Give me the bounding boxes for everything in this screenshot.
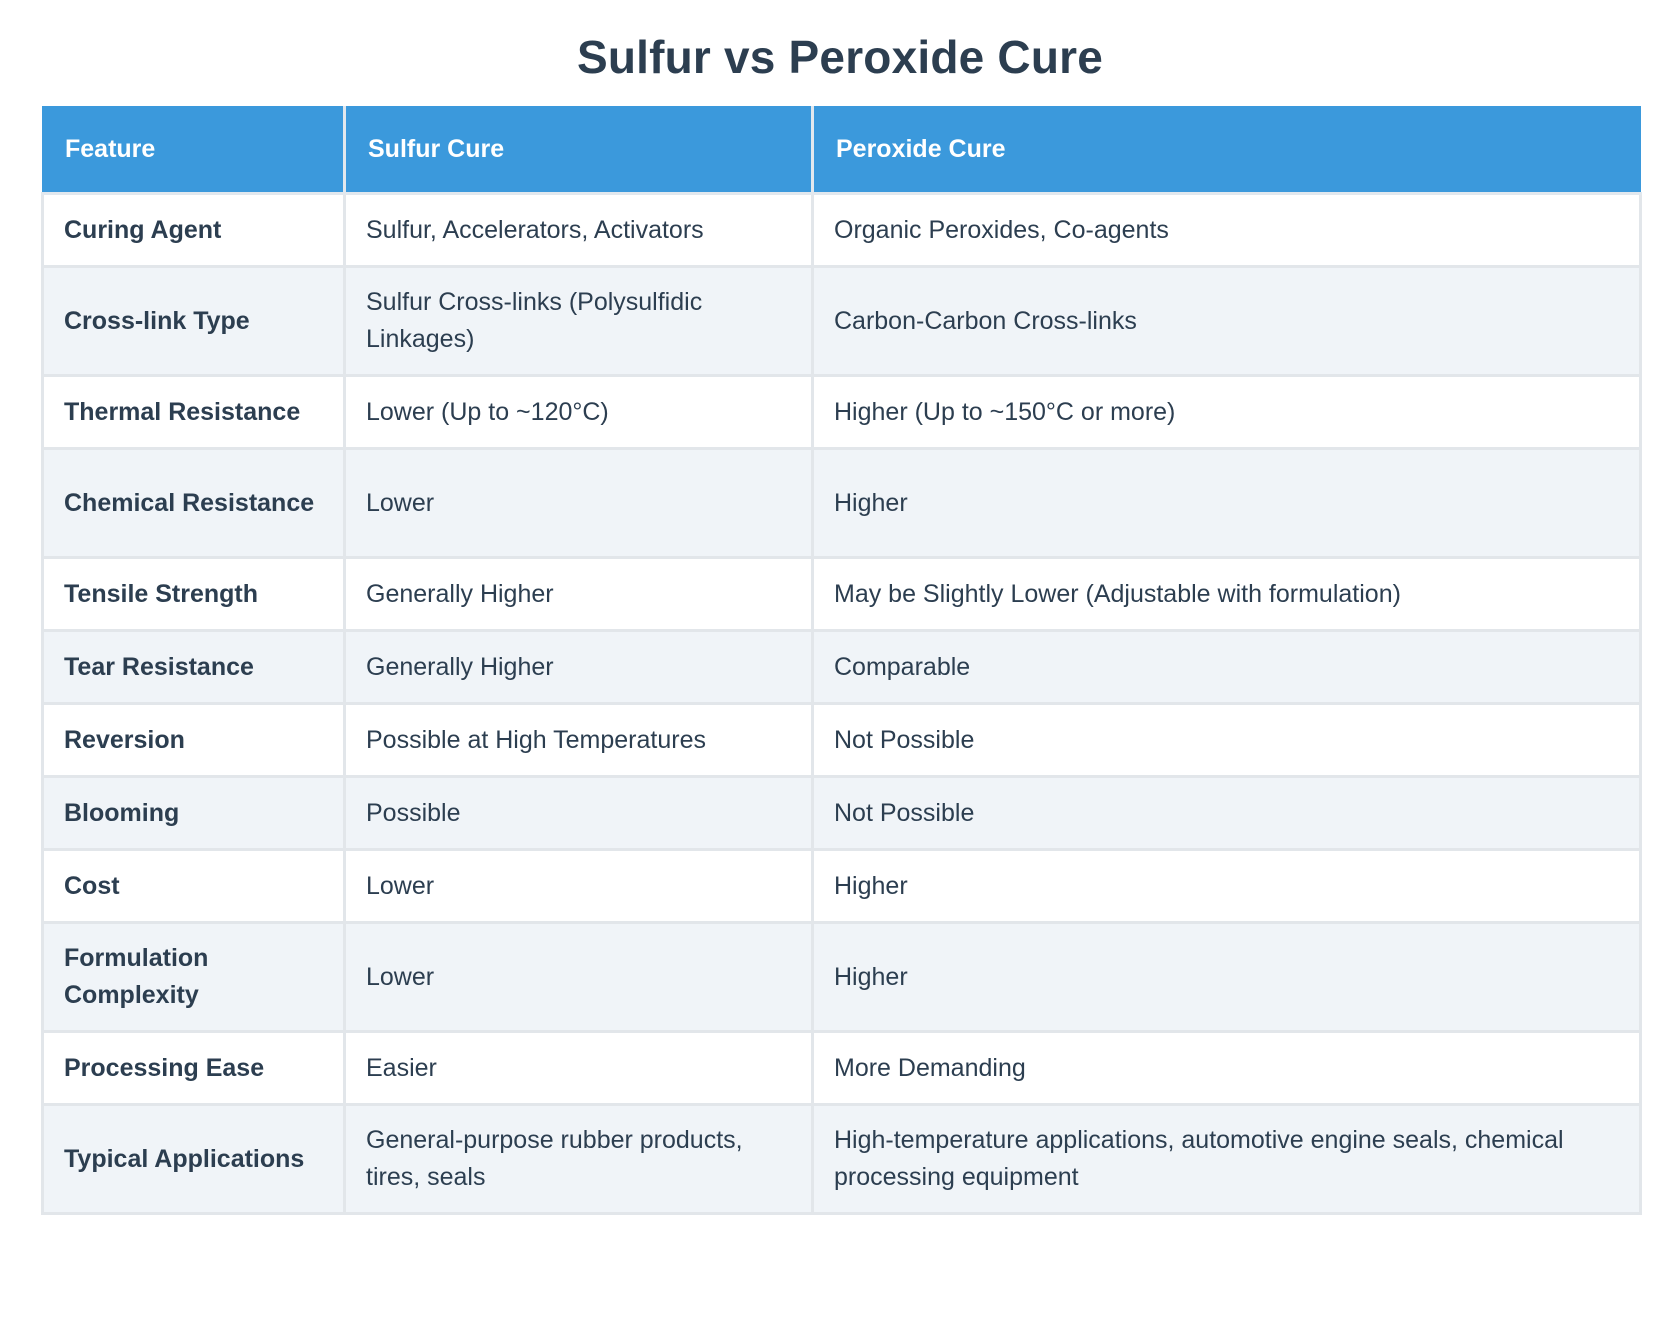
table-row: Cross-link Type Sulfur Cross-links (Poly… <box>41 265 1642 377</box>
sulfur-cell: General-purpose rubber products, tires, … <box>343 1103 814 1215</box>
peroxide-cell: Not Possible <box>811 702 1642 778</box>
feature-cell: Chemical Resistance <box>41 447 346 559</box>
feature-cell: Blooming <box>41 775 346 851</box>
column-header-feature: Feature <box>42 106 346 195</box>
peroxide-cell: Organic Peroxides, Co-agents <box>811 192 1642 268</box>
sulfur-cell: Sulfur Cross-links (Polysulfidic Linkage… <box>343 265 814 377</box>
peroxide-cell: High-temperature applications, automotiv… <box>811 1103 1642 1215</box>
sulfur-cell: Lower (Up to ~120°C) <box>343 374 814 450</box>
table-row: Reversion Possible at High Temperatures … <box>41 702 1642 778</box>
column-header-peroxide-cure: Peroxide Cure <box>811 106 1641 195</box>
comparison-table: Feature Sulfur Cure Peroxide Cure Curing… <box>41 106 1642 1215</box>
column-header-sulfur-cure: Sulfur Cure <box>343 106 814 195</box>
peroxide-cell: Carbon-Carbon Cross-links <box>811 265 1642 377</box>
sulfur-cell: Possible <box>343 775 814 851</box>
table-row: Formulation Complexity Lower Higher <box>41 921 1642 1033</box>
feature-cell: Processing Ease <box>41 1030 346 1106</box>
sulfur-cell: Sulfur, Accelerators, Activators <box>343 192 814 268</box>
feature-cell: Reversion <box>41 702 346 778</box>
sulfur-cell: Lower <box>343 447 814 559</box>
table-body: Curing Agent Sulfur, Accelerators, Activ… <box>41 192 1642 1215</box>
table-row: Tear Resistance Generally Higher Compara… <box>41 629 1642 705</box>
table-row: Tensile Strength Generally Higher May be… <box>41 556 1642 632</box>
page-title: Sulfur vs Peroxide Cure <box>576 31 1104 83</box>
sulfur-cell: Generally Higher <box>343 556 814 632</box>
table-row: Chemical Resistance Lower Higher <box>41 447 1642 559</box>
feature-cell: Tensile Strength <box>41 556 346 632</box>
feature-cell: Tear Resistance <box>41 629 346 705</box>
header-row: Feature Sulfur Cure Peroxide Cure <box>42 106 1641 195</box>
peroxide-cell: Higher <box>811 921 1642 1033</box>
peroxide-cell: Higher (Up to ~150°C or more) <box>811 374 1642 450</box>
table-row: Typical Applications General-purpose rub… <box>41 1103 1642 1215</box>
feature-cell: Thermal Resistance <box>41 374 346 450</box>
table-row: Processing Ease Easier More Demanding <box>41 1030 1642 1106</box>
peroxide-cell: Comparable <box>811 629 1642 705</box>
peroxide-cell: Higher <box>811 447 1642 559</box>
table-row: Thermal Resistance Lower (Up to ~120°C) … <box>41 374 1642 450</box>
table-header: Feature Sulfur Cure Peroxide Cure <box>42 106 1641 195</box>
feature-cell: Cost <box>41 848 346 924</box>
sulfur-cell: Lower <box>343 921 814 1033</box>
peroxide-cell: More Demanding <box>811 1030 1642 1106</box>
feature-cell: Formulation Complexity <box>41 921 346 1033</box>
sulfur-cell: Easier <box>343 1030 814 1106</box>
table-row: Curing Agent Sulfur, Accelerators, Activ… <box>41 192 1642 268</box>
table-row: Cost Lower Higher <box>41 848 1642 924</box>
table-row: Blooming Possible Not Possible <box>41 775 1642 851</box>
feature-cell: Typical Applications <box>41 1103 346 1215</box>
peroxide-cell: Not Possible <box>811 775 1642 851</box>
sulfur-cell: Lower <box>343 848 814 924</box>
feature-cell: Curing Agent <box>41 192 346 268</box>
sulfur-cell: Generally Higher <box>343 629 814 705</box>
sulfur-cell: Possible at High Temperatures <box>343 702 814 778</box>
peroxide-cell: May be Slightly Lower (Adjustable with f… <box>811 556 1642 632</box>
feature-cell: Cross-link Type <box>41 265 346 377</box>
peroxide-cell: Higher <box>811 848 1642 924</box>
